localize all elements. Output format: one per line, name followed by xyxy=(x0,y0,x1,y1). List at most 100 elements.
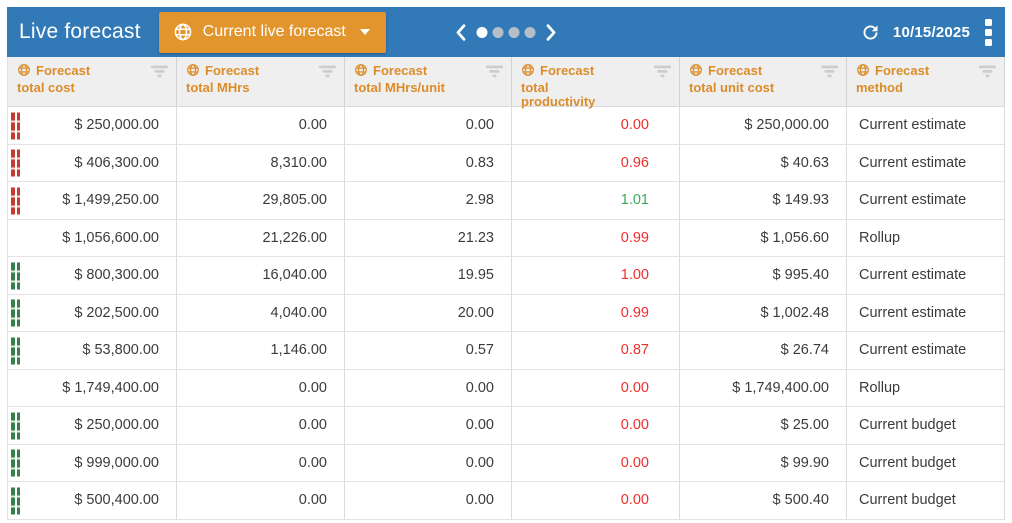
cell-total_productivity: 0.00 xyxy=(512,407,680,445)
filter-icon[interactable] xyxy=(654,65,671,82)
toolbar: Live forecast Current live forecast xyxy=(7,7,1005,57)
cell-total_mhrs: 0.00 xyxy=(177,407,345,445)
cell-total_unit_cost: $ 250,000.00 xyxy=(680,107,847,145)
cell-method: Rollup xyxy=(847,369,1005,407)
scenario-dropdown-label: Current live forecast xyxy=(202,23,346,40)
status-marker-icon xyxy=(11,412,20,440)
pagination xyxy=(455,7,558,57)
cell-total_unit_cost: $ 1,056.60 xyxy=(680,219,847,257)
cell-total_cost: $ 1,749,400.00 xyxy=(8,369,177,407)
page-dots xyxy=(476,26,536,38)
column-header-total_productivity[interactable]: Forecast total productivity xyxy=(512,57,680,109)
cell-total_productivity: 0.96 xyxy=(512,144,680,182)
table-row[interactable]: $ 250,000.00 0.00 0.00 0.00 $ 250,000.00 Curr… xyxy=(8,107,1005,145)
table-row[interactable]: $ 800,300.00 16,040.00 19.95 1.00 $ 995.40 Cu… xyxy=(8,257,1005,295)
cell-total_cost: $ 1,056,600.00 xyxy=(8,219,177,257)
kebab-menu-icon[interactable] xyxy=(982,17,995,48)
filter-icon[interactable] xyxy=(151,65,168,82)
status-marker-icon xyxy=(11,187,20,215)
column-header-label: Forecast total MHrs/unit xyxy=(354,63,445,95)
cell-total_cost: $ 202,500.00 xyxy=(8,294,177,332)
cell-total_mhrs: 29,805.00 xyxy=(177,182,345,220)
refresh-icon[interactable] xyxy=(860,22,881,43)
cell-method: Current budget xyxy=(847,407,1005,445)
cell-total_mhrs_unit: 0.00 xyxy=(345,107,512,145)
page-dot xyxy=(492,26,504,38)
table-row[interactable]: $ 1,499,250.00 29,805.00 2.98 1.01 $ 149.93 C… xyxy=(8,182,1005,220)
globe-icon xyxy=(856,64,870,80)
table-row[interactable]: $ 53,800.00 1,146.00 0.57 0.87 $ 26.74 Curren… xyxy=(8,332,1005,370)
status-marker-icon xyxy=(11,449,20,477)
globe-icon xyxy=(186,64,200,80)
column-header-label: Forecast total productivity xyxy=(521,63,596,109)
cell-total_cost: $ 406,300.00 xyxy=(8,144,177,182)
cell-total_mhrs: 0.00 xyxy=(177,482,345,520)
cell-total_productivity: 0.00 xyxy=(512,369,680,407)
cell-total_mhrs_unit: 2.98 xyxy=(345,182,512,220)
cell-total_cost: $ 53,800.00 xyxy=(8,332,177,370)
filter-icon[interactable] xyxy=(319,65,336,82)
cell-total_unit_cost: $ 995.40 xyxy=(680,257,847,295)
status-marker-icon xyxy=(11,299,20,327)
cell-method: Rollup xyxy=(847,219,1005,257)
globe-icon xyxy=(521,64,535,80)
cell-total_unit_cost: $ 1,002.48 xyxy=(680,294,847,332)
cell-total_productivity: 0.00 xyxy=(512,444,680,482)
cell-total_cost: $ 999,000.00 xyxy=(8,444,177,482)
cell-total_mhrs: 21,226.00 xyxy=(177,219,345,257)
column-header-label: Forecast total MHrs xyxy=(186,63,260,95)
column-header-total_mhrs_unit[interactable]: Forecast total MHrs/unit xyxy=(345,57,512,106)
globe-icon xyxy=(173,22,193,42)
cell-total_unit_cost: $ 1,749,400.00 xyxy=(680,369,847,407)
chevron-left-icon[interactable] xyxy=(455,23,467,41)
cell-total_mhrs_unit: 0.83 xyxy=(345,144,512,182)
cell-total_mhrs: 0.00 xyxy=(177,369,345,407)
column-header-total_cost[interactable]: Forecast total cost xyxy=(8,57,177,106)
cell-method: Current estimate xyxy=(847,294,1005,332)
column-header-total_unit_cost[interactable]: Forecast total unit cost xyxy=(680,57,847,106)
table-row[interactable]: $ 250,000.00 0.00 0.00 0.00 $ 25.00 Current b… xyxy=(8,407,1005,445)
cell-total_productivity: 0.00 xyxy=(512,107,680,145)
cell-total_mhrs_unit: 0.00 xyxy=(345,369,512,407)
page-dot xyxy=(508,26,520,38)
table-row[interactable]: $ 1,749,400.00 0.00 0.00 0.00 $ 1,749,400.00… xyxy=(8,369,1005,407)
column-header-total_mhrs[interactable]: Forecast total MHrs xyxy=(177,57,345,106)
cell-total_productivity: 0.99 xyxy=(512,294,680,332)
cell-method: Current estimate xyxy=(847,107,1005,145)
table-row[interactable]: $ 999,000.00 0.00 0.00 0.00 $ 99.90 Current b… xyxy=(8,444,1005,482)
status-marker-icon xyxy=(11,262,20,290)
table-row[interactable]: $ 406,300.00 8,310.00 0.83 0.96 $ 40.63 Curre… xyxy=(8,144,1005,182)
cell-method: Current estimate xyxy=(847,144,1005,182)
globe-icon xyxy=(689,64,703,80)
chevron-right-icon[interactable] xyxy=(546,23,558,41)
cell-total_mhrs: 16,040.00 xyxy=(177,257,345,295)
column-header-label: Forecast total cost xyxy=(17,63,91,95)
cell-total_mhrs: 1,146.00 xyxy=(177,332,345,370)
cell-total_mhrs_unit: 0.57 xyxy=(345,332,512,370)
filter-icon[interactable] xyxy=(821,65,838,82)
status-marker-icon xyxy=(11,337,20,365)
cell-total_unit_cost: $ 40.63 xyxy=(680,144,847,182)
date-label: 10/15/2025 xyxy=(892,23,970,41)
cell-total_unit_cost: $ 149.93 xyxy=(680,182,847,220)
page-dot xyxy=(476,26,488,38)
cell-total_unit_cost: $ 99.90 xyxy=(680,444,847,482)
cell-total_cost: $ 250,000.00 xyxy=(8,407,177,445)
status-marker-icon xyxy=(11,487,20,515)
cell-total_unit_cost: $ 26.74 xyxy=(680,332,847,370)
table-row[interactable]: $ 202,500.00 4,040.00 20.00 0.99 $ 1,002.48 C… xyxy=(8,294,1005,332)
table-row[interactable]: $ 1,056,600.00 21,226.00 21.23 0.99 $ 1,056.… xyxy=(8,219,1005,257)
column-header-method[interactable]: Forecast method xyxy=(847,57,1005,106)
cell-total_mhrs: 4,040.00 xyxy=(177,294,345,332)
table-body: $ 250,000.00 0.00 0.00 0.00 $ 250,000.00 Curr… xyxy=(8,107,1005,520)
chevron-down-icon xyxy=(359,29,370,35)
forecast-table: Forecast total cost Forecast total MHrs Fo… xyxy=(7,57,1005,520)
cell-total_unit_cost: $ 500.40 xyxy=(680,482,847,520)
filter-icon[interactable] xyxy=(486,65,503,82)
scenario-dropdown-button[interactable]: Current live forecast xyxy=(158,11,386,53)
cell-method: Current estimate xyxy=(847,182,1005,220)
table-row[interactable]: $ 500,400.00 0.00 0.00 0.00 $ 500.40 Current … xyxy=(8,482,1005,520)
filter-icon[interactable] xyxy=(979,65,996,82)
column-header-label: Forecast method xyxy=(856,63,930,95)
